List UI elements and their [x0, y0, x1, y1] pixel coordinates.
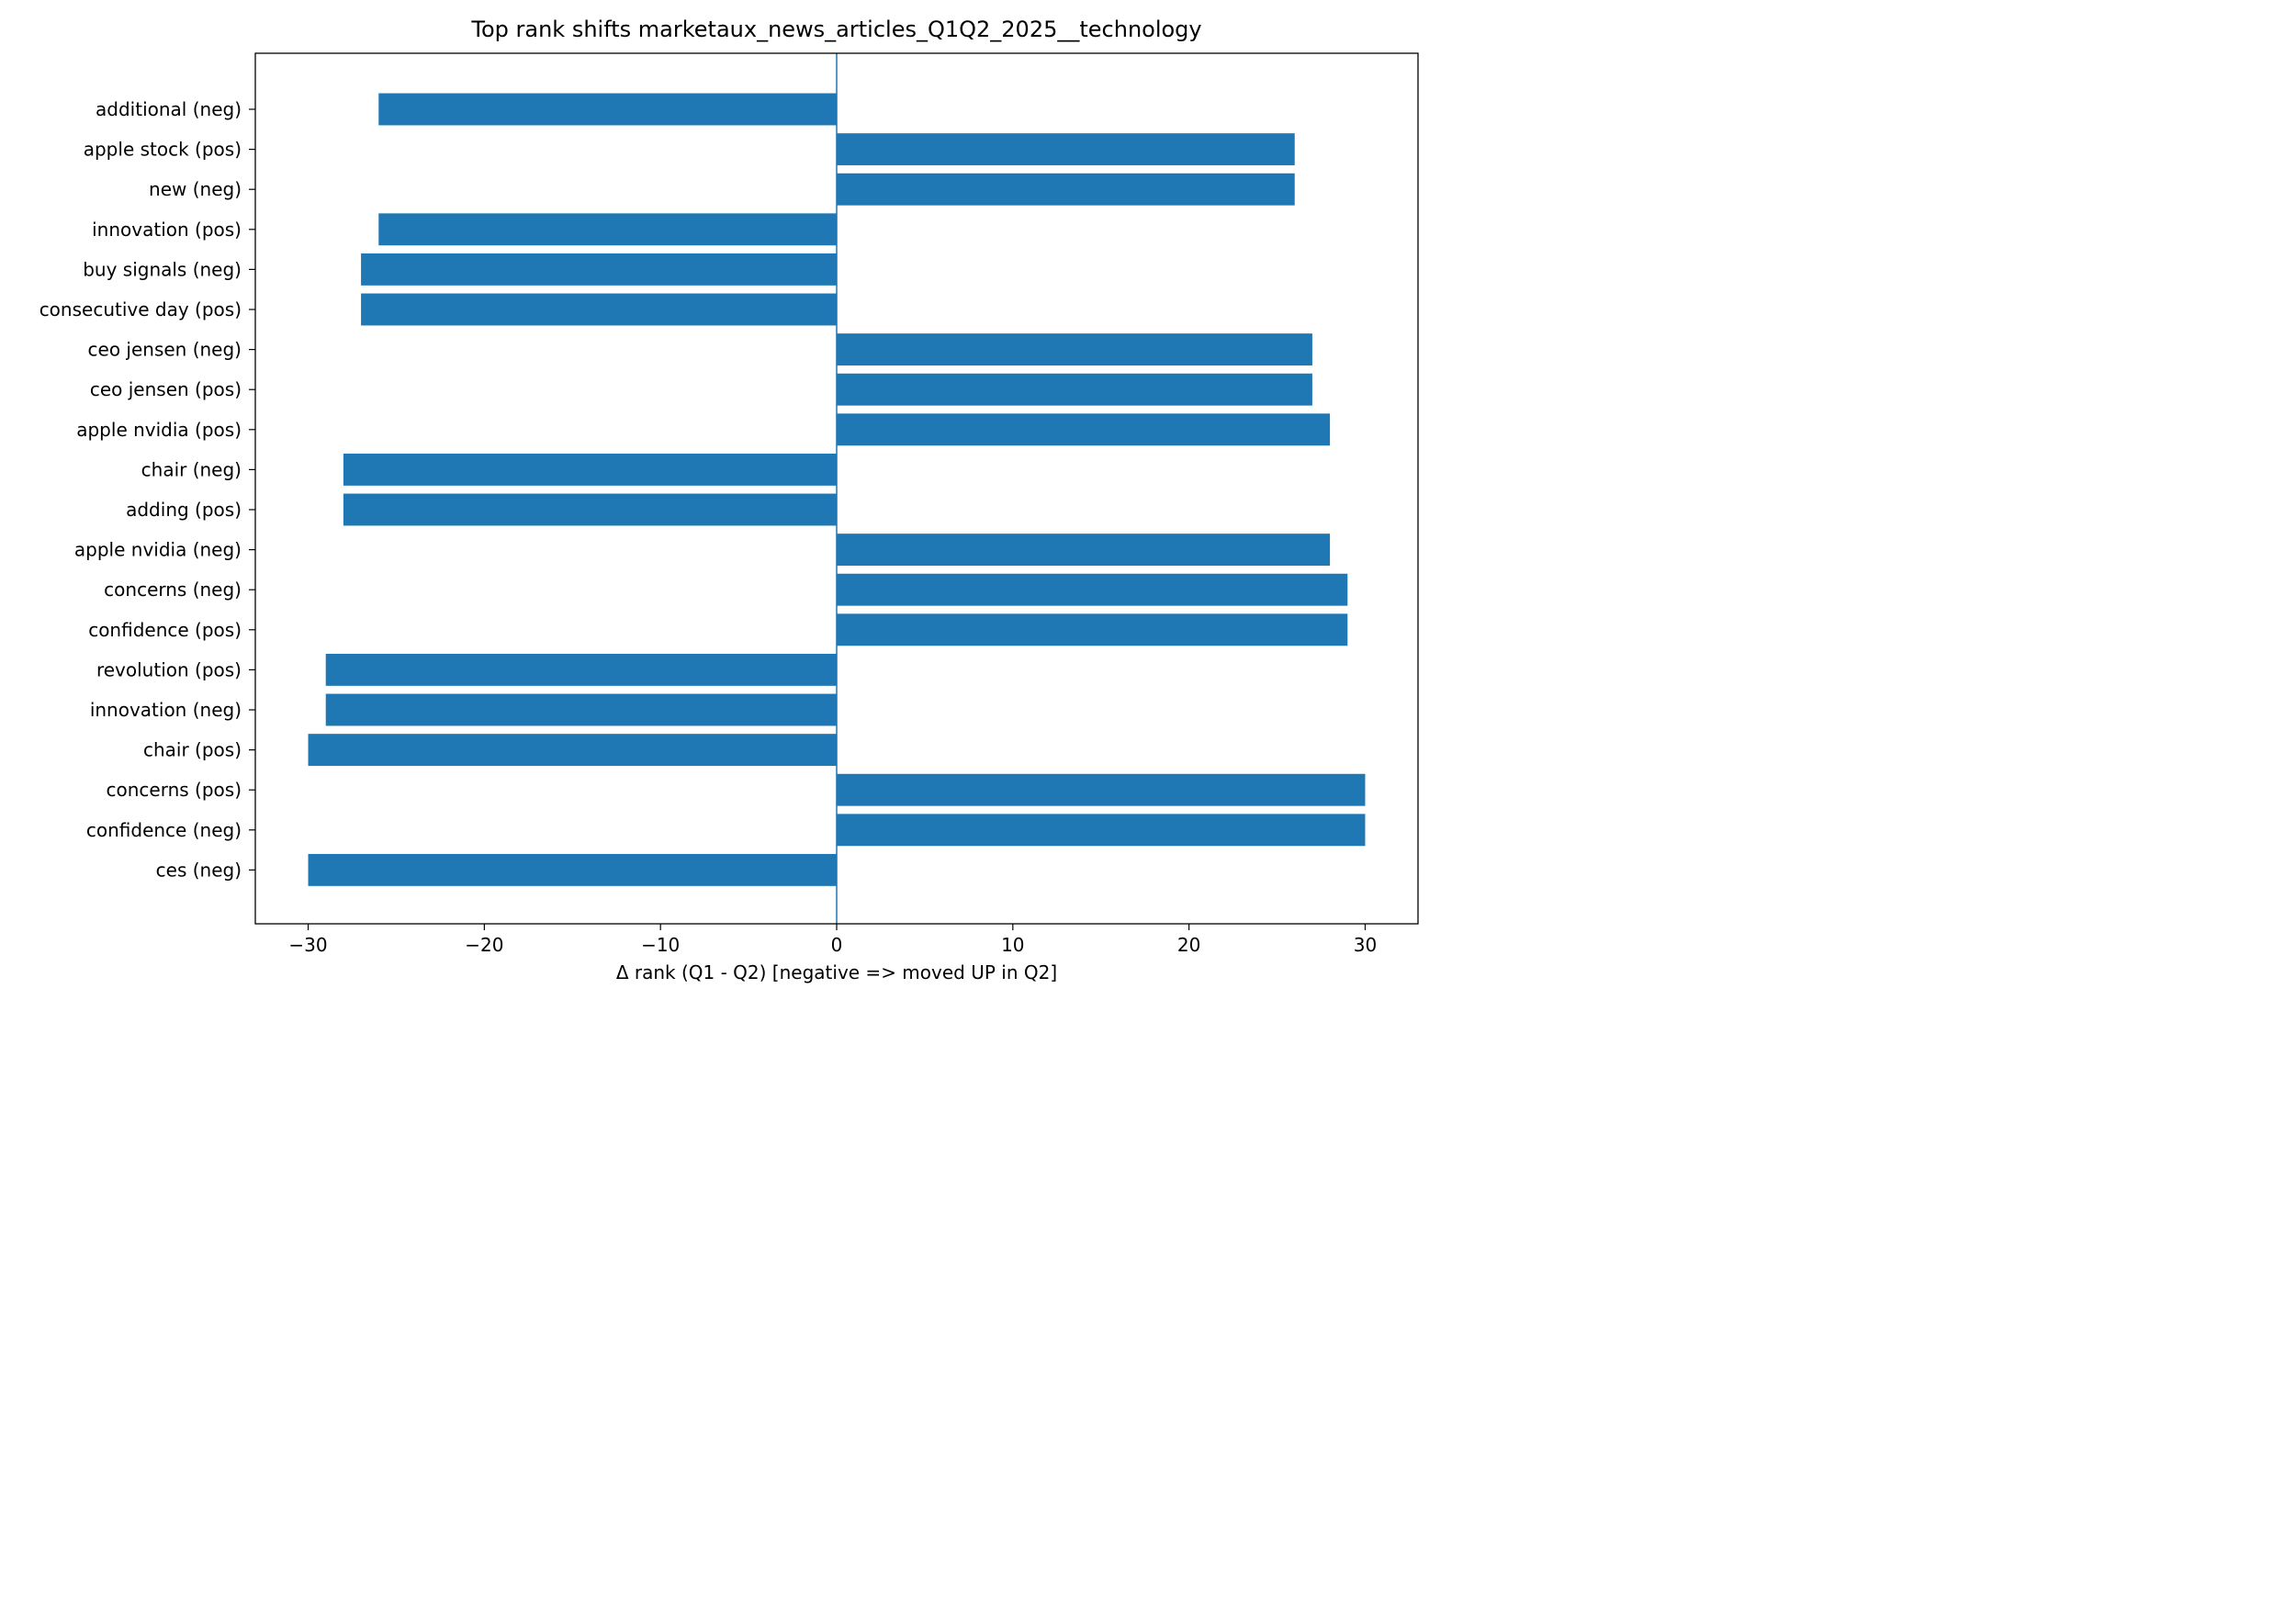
x-tick-label: 0	[831, 934, 843, 956]
y-axis-ticks: additional (neg) apple stock (pos) new (ne…	[39, 98, 255, 881]
y-tick-label: additional (neg)	[96, 98, 242, 120]
y-tick-label: apple nvidia (neg)	[74, 539, 242, 561]
bar-5	[361, 293, 837, 326]
bar-15	[325, 693, 837, 726]
y-tick-label: ces (neg)	[156, 859, 242, 881]
bar-13	[837, 613, 1348, 646]
y-tick-label: chair (neg)	[141, 458, 242, 480]
bar-chart: −30 −20 −10 0 10 20 30 additional (neg) apple s…	[39, 52, 1419, 956]
bar-7	[837, 373, 1312, 406]
bar-8	[837, 413, 1331, 446]
bar-9	[343, 453, 838, 486]
x-tick-label: −30	[288, 934, 327, 956]
bar-0	[378, 93, 837, 126]
y-tick-label: adding (pos)	[126, 499, 242, 521]
bar-6	[837, 333, 1312, 366]
y-tick-label: apple nvidia (pos)	[76, 419, 242, 441]
y-tick-label: consecutive day (pos)	[39, 298, 242, 320]
y-tick-label: new (neg)	[149, 178, 242, 200]
bar-17	[837, 773, 1366, 806]
bar-14	[325, 653, 837, 686]
y-tick-label: ceo jensen (pos)	[90, 378, 242, 400]
y-tick-label: concerns (neg)	[104, 579, 242, 601]
bar-12	[837, 573, 1348, 606]
x-tick-label: −10	[641, 934, 680, 956]
x-axis-ticks: −30 −20 −10 0 10 20 30	[288, 924, 1377, 956]
y-tick-label: concerns (pos)	[107, 779, 242, 801]
x-tick-label: −20	[465, 934, 503, 956]
bar-11	[837, 534, 1331, 567]
y-tick-label: innovation (neg)	[90, 699, 242, 721]
chart-title: Top rank shifts marketaux_news_articles_…	[471, 17, 1202, 42]
y-tick-label: revolution (pos)	[96, 658, 242, 680]
bars-layer	[308, 93, 1366, 886]
bar-10	[343, 493, 838, 526]
x-tick-label: 30	[1354, 934, 1377, 956]
x-tick-label: 10	[1001, 934, 1024, 956]
x-tick-label: 20	[1177, 934, 1200, 956]
bar-1	[837, 133, 1295, 166]
y-tick-label: ceo jensen (neg)	[88, 339, 242, 361]
bar-16	[308, 734, 838, 767]
y-tick-label: chair (pos)	[143, 739, 242, 761]
bar-4	[361, 253, 837, 286]
y-tick-label: confidence (neg)	[86, 819, 242, 841]
bar-18	[837, 814, 1366, 847]
x-axis-label: Δ rank (Q1 - Q2) [negative => moved UP i…	[615, 961, 1058, 983]
y-tick-label: confidence (pos)	[88, 619, 242, 641]
bar-19	[308, 853, 838, 886]
bar-2	[837, 173, 1295, 206]
y-tick-label: apple stock (pos)	[84, 139, 242, 161]
bar-3	[378, 213, 837, 246]
y-tick-label: innovation (pos)	[92, 219, 242, 241]
y-tick-label: buy signals (neg)	[83, 258, 242, 280]
